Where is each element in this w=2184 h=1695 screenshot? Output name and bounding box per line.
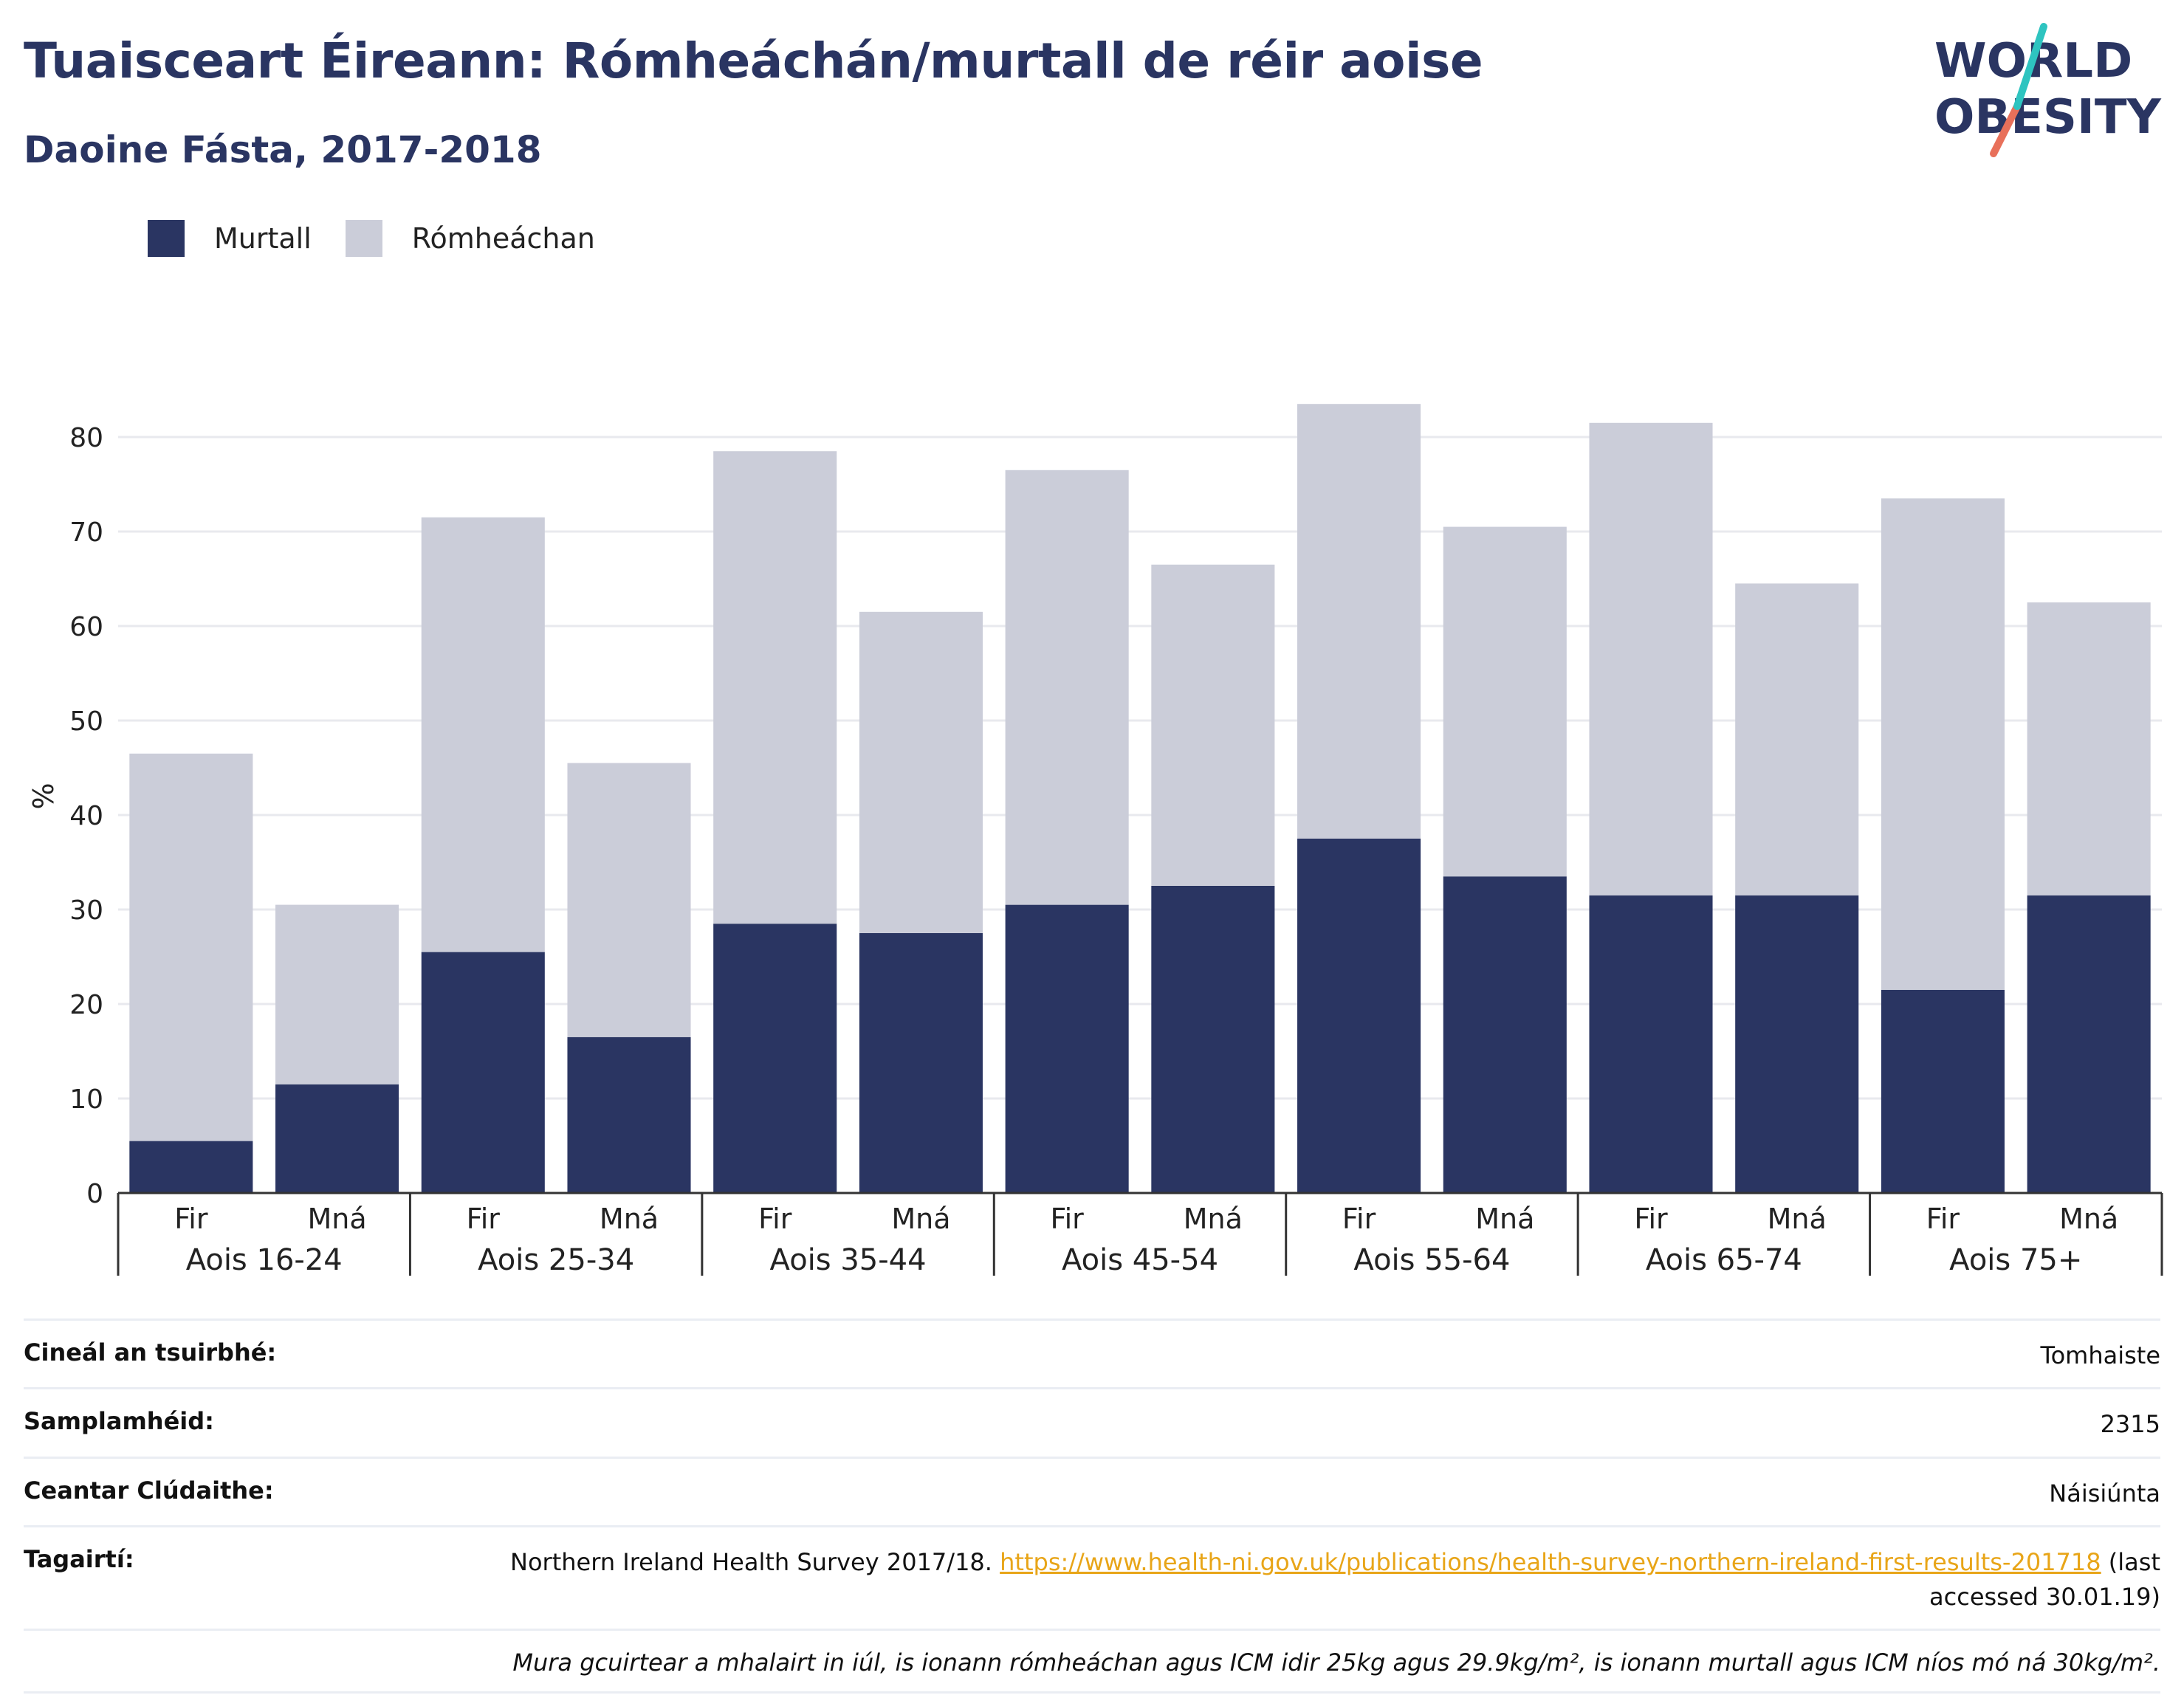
bar-overweight — [567, 763, 691, 1037]
x-subcategory-label: Mná — [307, 1203, 366, 1235]
legend-item-overweight[interactable]: Rómheáchan — [345, 220, 595, 257]
bar-obesity — [1005, 904, 1129, 1193]
bar-overweight — [1151, 564, 1275, 886]
bar-overweight — [275, 904, 399, 1084]
bar-obesity — [859, 933, 983, 1193]
area-label: Ceantar Clúdaithe: — [24, 1476, 274, 1505]
bar-overweight — [859, 611, 983, 933]
bar-obesity — [275, 1084, 399, 1193]
x-subcategory-label: Mná — [600, 1203, 659, 1235]
bar-obesity — [1297, 839, 1421, 1193]
bar-obesity — [1443, 876, 1567, 1193]
info-row-survey-type: Cineál an tsuirbhé: Tomhaiste — [24, 1318, 2160, 1387]
x-subcategory-label: Fir — [1051, 1203, 1085, 1235]
x-subcategory-label: Fir — [1342, 1203, 1376, 1235]
sample-size-label: Samplamhéid: — [24, 1407, 214, 1436]
y-tick-label: 40 — [69, 801, 103, 831]
info-table: Cineál an tsuirbhé: Tomhaiste Samplamhéi… — [24, 1318, 2160, 1694]
y-tick-label: 70 — [69, 518, 103, 548]
bar-overweight — [421, 517, 545, 952]
y-tick-label: 60 — [69, 612, 103, 642]
sample-size-value: 2315 — [2100, 1410, 2160, 1439]
bar-obesity — [2027, 895, 2151, 1193]
bar-obesity — [1589, 895, 1713, 1193]
area-value: Náisiúnta — [2049, 1479, 2160, 1507]
x-subcategory-label: Fir — [174, 1203, 208, 1235]
bar-obesity — [1881, 989, 2005, 1193]
references-label: Tagairtí: — [24, 1545, 134, 1574]
bar-overweight — [1881, 498, 2005, 990]
references-value: Northern Ireland Health Survey 2017/18. … — [408, 1545, 2160, 1614]
y-tick-label: 10 — [69, 1084, 103, 1115]
x-subcategory-label: Fir — [1634, 1203, 1668, 1235]
bar-obesity — [567, 1036, 691, 1193]
info-row-area: Ceantar Clúdaithe: Náisiúnta — [24, 1456, 2160, 1525]
bar-obesity — [1735, 895, 1859, 1193]
y-tick-label: 80 — [69, 423, 103, 453]
survey-type-value: Tomhaiste — [2040, 1341, 2160, 1369]
x-group-label: Aois 35-44 — [770, 1243, 927, 1277]
bar-chart: 0 10 20 30 40 50 60 70 80% Fir Mná Fir Mná Fir Mná Fir M… — [27, 404, 2163, 1277]
bar-overweight — [1297, 404, 1421, 839]
x-subcategory-label: Mná — [2059, 1203, 2118, 1235]
bar-overweight — [129, 753, 253, 1141]
bar-overweight — [1589, 422, 1713, 895]
chart-title: Tuaisceart Éireann: Rómheáchán/murtall d… — [24, 32, 1483, 89]
y-tick-label: 50 — [69, 706, 103, 737]
definition-note: Mura gcuirtear a mhalairt in iúl, is ion… — [512, 1648, 2160, 1677]
x-subcategory-label: Fir — [1926, 1203, 1960, 1235]
x-group-label: Aois 75+ — [1949, 1243, 2082, 1277]
info-row-note: Mura gcuirtear a mhalairt in iúl, is ion… — [24, 1628, 2160, 1694]
chart-subtitle: Daoine Fásta, 2017-2018 — [24, 128, 542, 171]
y-tick-label: 0 — [86, 1179, 103, 1209]
x-group-label: Aois 25-34 — [478, 1243, 634, 1277]
x-group-label: Aois 45-54 — [1062, 1243, 1218, 1277]
bar-overweight — [1735, 583, 1859, 895]
world-obesity-logo: WORLD OBESITY — [1920, 21, 2171, 161]
legend-item-obesity[interactable]: Murtall — [148, 220, 312, 257]
legend-label-obesity: Murtall — [214, 222, 312, 255]
x-subcategory-label: Fir — [758, 1203, 792, 1235]
references-link[interactable]: https://www.health-ni.gov.uk/publication… — [1000, 1548, 2101, 1577]
info-row-references: Tagairtí: Northern Ireland Health Survey… — [24, 1525, 2160, 1629]
bar-obesity — [1151, 886, 1275, 1193]
x-subcategory-label: Mná — [1184, 1203, 1243, 1235]
y-axis-label: % — [27, 783, 60, 809]
legend: Murtall Rómheáchan — [148, 220, 629, 257]
info-row-sample-size: Samplamhéid: 2315 — [24, 1387, 2160, 1456]
x-group-label: Aois 55-64 — [1353, 1243, 1510, 1277]
x-group-label: Aois 16-24 — [186, 1243, 343, 1277]
bar-overweight — [713, 451, 837, 924]
bar-obesity — [713, 924, 837, 1193]
logo-line2: OBESITY — [1934, 90, 2161, 145]
legend-label-overweight: Rómheáchan — [411, 222, 595, 255]
references-accessed: (last accessed 30.01.19) — [1929, 1548, 2160, 1611]
x-subcategory-label: Mná — [891, 1203, 950, 1235]
survey-type-label: Cineál an tsuirbhé: — [24, 1338, 277, 1366]
bar-obesity — [421, 952, 545, 1193]
references-text: Northern Ireland Health Survey 2017/18. — [510, 1548, 992, 1577]
y-tick-label: 20 — [69, 990, 103, 1020]
bar-overweight — [2027, 602, 2151, 895]
x-subcategory-label: Fir — [467, 1203, 501, 1235]
bar-obesity — [129, 1141, 253, 1193]
legend-swatch-obesity — [148, 220, 185, 257]
y-tick-label: 30 — [69, 895, 103, 926]
x-subcategory-label: Mná — [1475, 1203, 1534, 1235]
bar-overweight — [1443, 526, 1567, 877]
x-subcategory-label: Mná — [1768, 1203, 1827, 1235]
x-group-label: Aois 65-74 — [1646, 1243, 1802, 1277]
bar-overweight — [1005, 470, 1129, 905]
legend-swatch-overweight — [345, 220, 382, 257]
